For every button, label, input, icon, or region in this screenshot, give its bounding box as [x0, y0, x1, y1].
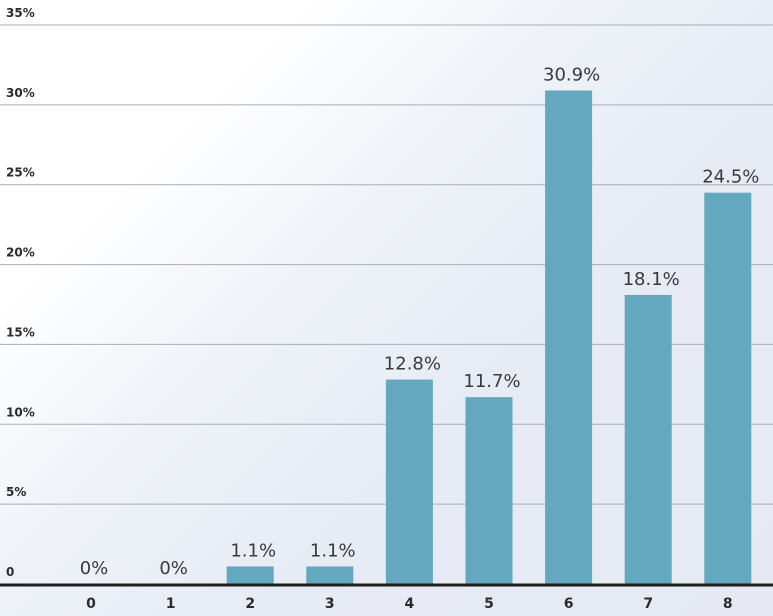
- y-tick-label: 25%: [6, 166, 35, 180]
- y-tick-label: 10%: [6, 405, 35, 419]
- bar: [545, 90, 593, 585]
- x-tick-label: 0: [86, 596, 96, 612]
- data-label: 12.8%: [384, 354, 441, 375]
- x-tick-label: 5: [484, 596, 494, 612]
- data-label: 1.1%: [230, 540, 276, 561]
- data-label: 1.1%: [310, 540, 356, 561]
- bar: [306, 566, 354, 584]
- y-tick-label: 15%: [6, 325, 35, 339]
- y-tick-label: 5%: [6, 485, 26, 499]
- bar: [465, 397, 513, 584]
- data-labels: 0% 0% 1.1% 1.1% 12.8% 11.7% 30.9% 18.1% 24.5%: [80, 64, 760, 579]
- x-tick-label: 6: [564, 596, 574, 612]
- y-tick-label: 20%: [6, 246, 35, 260]
- x-tick-label: 4: [405, 596, 415, 612]
- bars: [226, 90, 752, 585]
- y-tick-label: 30%: [6, 86, 35, 100]
- data-label: 24.5%: [702, 167, 759, 188]
- data-label: 18.1%: [623, 269, 680, 290]
- x-axis-ticks: 0 1 2 3 4 5 6 7 8: [86, 596, 733, 612]
- data-label: 11.7%: [463, 371, 520, 392]
- gridlines: [0, 24, 773, 505]
- data-label: 0%: [80, 558, 109, 579]
- data-label: 30.9%: [543, 64, 600, 85]
- x-tick-label: 2: [245, 596, 255, 612]
- y-tick-label: 35%: [6, 6, 35, 20]
- bar: [704, 192, 752, 584]
- x-tick-label: 8: [723, 596, 733, 612]
- bar: [385, 379, 433, 584]
- x-tick-label: 1: [166, 596, 176, 612]
- bar: [226, 566, 274, 584]
- bar: [624, 294, 672, 584]
- x-tick-label: 3: [325, 596, 335, 612]
- y-axis-ticks: 0 5% 10% 15% 20% 25% 30% 35%: [6, 6, 35, 579]
- x-tick-label: 7: [643, 596, 653, 612]
- y-tick-label: 0: [6, 565, 14, 579]
- data-label: 0%: [159, 558, 188, 579]
